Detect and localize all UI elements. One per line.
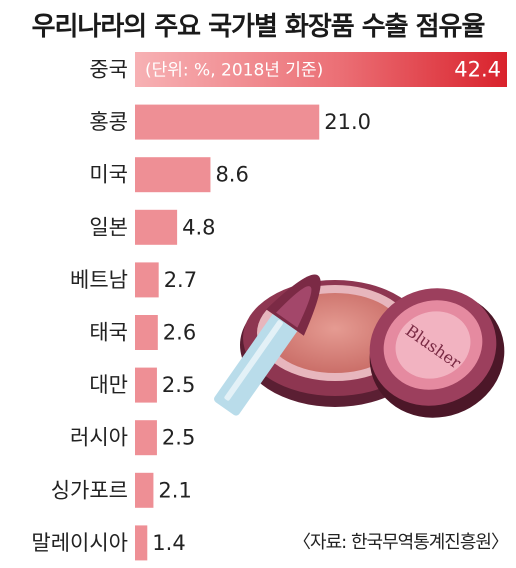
category-label: 말레이시아 [31,531,128,555]
value-label: 42.4 [454,58,501,82]
bar [135,157,211,193]
value-label: 21.0 [324,110,371,134]
value-label: 1.4 [152,531,185,555]
blusher-illustration: Blusher [214,274,505,418]
value-label: 2.1 [158,478,191,502]
bar [135,104,320,140]
value-label: 2.6 [163,321,196,345]
value-label: 8.6 [215,163,248,187]
compact-lid: Blusher [369,288,505,418]
category-label: 싱가포르 [51,478,128,502]
category-label: 일본 [89,215,128,239]
bar [135,420,157,456]
value-label: 2.7 [164,268,197,292]
bar [135,209,178,245]
chart-title: 우리나라의 주요 국가별 화장품 수출 점유율 [31,12,486,42]
unit-note: (단위: %, 2018년 기준) [145,61,323,81]
category-label: 태국 [89,321,128,345]
value-label: 2.5 [162,426,195,450]
value-label: 4.8 [182,215,215,239]
category-label: 중국 [89,58,128,82]
bar [135,52,507,87]
bars-group: 중국 42.4 (단위: %, 2018년 기준) 홍콩 21.0 미국 8.6 일본 4.8 베… [31,52,507,561]
bar [135,367,157,403]
category-label: 홍콩 [89,110,128,134]
category-label: 러시아 [70,426,128,450]
bar [135,262,159,298]
value-label: 2.5 [162,373,195,397]
bar [135,472,154,508]
category-label: 베트남 [70,268,128,292]
category-label: 미국 [89,163,128,187]
bar [135,315,158,350]
source-note: 〈자료: 한국무역통계진흥원〉 [293,532,509,553]
brush [214,274,321,416]
category-label: 대만 [89,373,128,397]
bar [135,525,148,561]
